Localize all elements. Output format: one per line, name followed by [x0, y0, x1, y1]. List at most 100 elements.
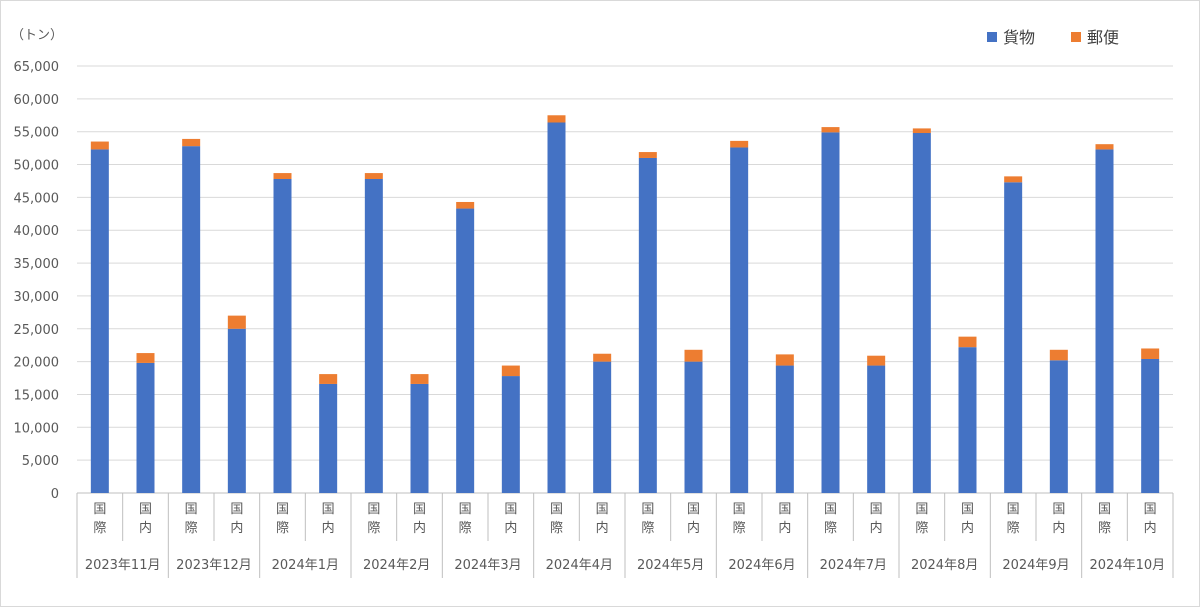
x-group-label: 2023年12月 — [176, 558, 252, 573]
bar-cargo — [684, 361, 703, 493]
y-tick-label: 0 — [51, 487, 59, 502]
bar-mail — [182, 138, 201, 147]
legend-swatch-mail — [1071, 32, 1081, 42]
y-tick-label: 65,000 — [14, 60, 60, 75]
y-tick-label: 30,000 — [14, 290, 60, 305]
x-group-label: 2024年5月 — [637, 558, 704, 573]
x-group-label: 2024年9月 — [1002, 558, 1069, 573]
bar-cargo — [456, 208, 475, 493]
bar-cargo — [1049, 360, 1068, 493]
bar-mail — [1004, 176, 1023, 183]
legend-swatch-cargo — [987, 32, 997, 42]
x-subcategory-label: 国際 — [915, 502, 928, 536]
y-tick-label: 45,000 — [14, 191, 60, 206]
bar-cargo — [227, 328, 246, 493]
x-subcategory-label: 国内 — [1052, 502, 1065, 536]
y-tick-label: 60,000 — [14, 93, 60, 108]
y-tick-label: 35,000 — [14, 257, 60, 272]
bar-mail — [227, 315, 246, 329]
y-axis-ticks: 0 5,000 10,000 15,000 20,000 25,000 30,000 35,0… — [14, 60, 60, 502]
bar-cargo — [1004, 182, 1023, 493]
x-group-label: 2024年2月 — [363, 558, 430, 573]
y-tick-label: 40,000 — [14, 224, 60, 239]
x-group-label: 2024年4月 — [546, 558, 613, 573]
legend-label-cargo: 貨物 — [1003, 28, 1035, 47]
x-axis: 国際国内国際国内国際国内国際国内国際国内国際国内国際国内国際国内国際国内国際国内… — [76, 493, 1174, 578]
bar-cargo — [364, 178, 383, 493]
bar-cargo — [1141, 358, 1160, 493]
bar-mail — [410, 374, 429, 384]
bar-cargo — [547, 122, 566, 493]
x-subcategory-label: 国内 — [139, 502, 152, 536]
x-subcategory-label: 国際 — [1098, 502, 1111, 536]
y-tick-label: 20,000 — [14, 356, 60, 371]
y-tick-label: 15,000 — [14, 388, 60, 403]
x-subcategory-label: 国内 — [504, 502, 517, 536]
bar-cargo — [912, 133, 931, 493]
bar-cargo — [730, 147, 749, 493]
bar-mail — [958, 336, 977, 348]
bar-mail — [90, 141, 109, 150]
bar-mail — [867, 355, 886, 366]
x-subcategory-label: 国内 — [1144, 502, 1157, 536]
x-subcategory-label: 国際 — [459, 502, 472, 536]
y-tick-label: 50,000 — [14, 159, 60, 174]
y-tick-label: 55,000 — [14, 126, 60, 141]
bar-mail — [364, 173, 383, 179]
bar-cargo — [775, 365, 794, 493]
bar-cargo — [273, 178, 292, 493]
x-subcategory-label: 国際 — [367, 502, 380, 536]
legend-label-mail: 郵便 — [1087, 28, 1119, 47]
bar-mail — [1095, 144, 1114, 150]
legend: 貨物 郵便 — [987, 28, 1119, 47]
bar-mail — [273, 173, 292, 179]
y-unit-label: （トン） — [11, 28, 63, 43]
x-subcategory-label: 国際 — [276, 502, 289, 536]
bars — [90, 115, 1160, 493]
bar-mail — [501, 365, 520, 377]
bar-mail — [684, 349, 703, 362]
bar-mail — [593, 353, 612, 362]
bar-mail — [1141, 348, 1160, 359]
bar-mail — [638, 152, 657, 158]
x-subcategory-label: 国内 — [961, 502, 974, 536]
bar-cargo — [136, 362, 155, 493]
gridlines — [77, 65, 1173, 494]
x-group-label: 2024年6月 — [728, 558, 795, 573]
y-tick-label: 25,000 — [14, 323, 60, 338]
x-subcategory-label: 国際 — [550, 502, 563, 536]
x-subcategory-label: 国際 — [185, 502, 198, 536]
x-subcategory-label: 国内 — [596, 502, 609, 536]
bar-cargo — [638, 157, 657, 493]
bar-mail — [821, 127, 840, 133]
y-tick-label: 5,000 — [22, 454, 59, 469]
bar-mail — [547, 115, 566, 123]
x-group-label: 2023年11月 — [85, 558, 161, 573]
bar-cargo — [821, 132, 840, 493]
bar-cargo — [90, 149, 109, 493]
x-subcategory-label: 国内 — [322, 502, 335, 536]
x-group-label: 2024年10月 — [1090, 558, 1166, 573]
x-subcategory-label: 国際 — [93, 502, 106, 536]
bar-mail — [775, 354, 794, 366]
bar-cargo — [593, 361, 612, 493]
bar-cargo — [1095, 149, 1114, 493]
x-group-label: 2024年1月 — [272, 558, 339, 573]
x-group-label: 2024年8月 — [911, 558, 978, 573]
x-subcategory-label: 国内 — [413, 502, 426, 536]
bar-cargo — [319, 383, 338, 493]
y-tick-label: 10,000 — [14, 421, 60, 436]
x-subcategory-label: 国際 — [1007, 502, 1020, 536]
bar-cargo — [410, 383, 429, 493]
bar-cargo — [867, 365, 886, 493]
x-subcategory-label: 国際 — [824, 502, 837, 536]
x-subcategory-label: 国際 — [733, 502, 746, 536]
x-subcategory-label: 国際 — [641, 502, 654, 536]
bar-cargo — [501, 376, 520, 493]
bar-cargo — [958, 347, 977, 493]
x-subcategory-label: 国内 — [687, 502, 700, 536]
bar-mail — [912, 128, 931, 134]
bar-mail — [456, 201, 475, 209]
